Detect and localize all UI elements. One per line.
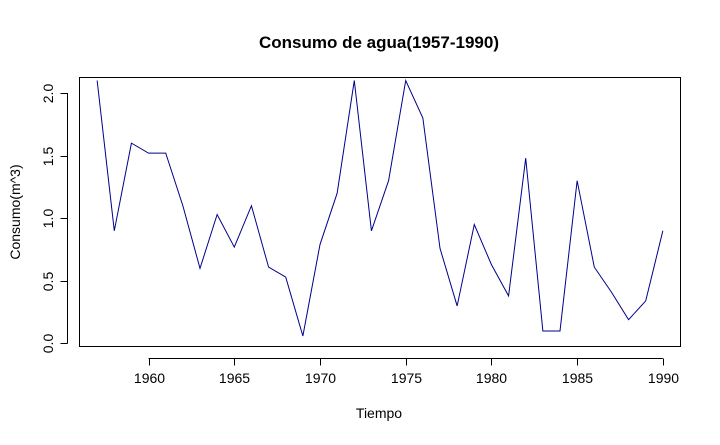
- series-layer: [96, 78, 664, 337]
- y-axis-title: Consumo(m^3): [7, 164, 23, 259]
- y-tick-label: 1.5: [40, 147, 56, 167]
- x-axis: 1960 1965 1970 1975 1980 1985 1990: [134, 358, 679, 386]
- x-tick-label: 1975: [391, 370, 422, 386]
- x-axis-title: Tiempo: [356, 405, 402, 421]
- y-tick-label: 1.0: [40, 209, 56, 229]
- x-tick-label: 1970: [305, 370, 336, 386]
- x-tick-label: 1980: [476, 370, 507, 386]
- x-tick-label: 1965: [219, 370, 250, 386]
- x-tick-label: 1985: [562, 370, 593, 386]
- y-tick-label: 2.0: [40, 84, 56, 104]
- series-line: [96, 78, 664, 337]
- chart-title: Consumo de agua(1957-1990): [259, 33, 499, 52]
- x-tick-label: 1990: [648, 370, 679, 386]
- y-tick-label: 0.0: [40, 334, 56, 354]
- y-tick-label: 0.5: [40, 272, 56, 292]
- x-tick-label: 1960: [134, 370, 165, 386]
- y-axis: 0.0 0.5 1.0 1.5 2.0: [40, 84, 68, 354]
- plot-frame: [79, 77, 681, 347]
